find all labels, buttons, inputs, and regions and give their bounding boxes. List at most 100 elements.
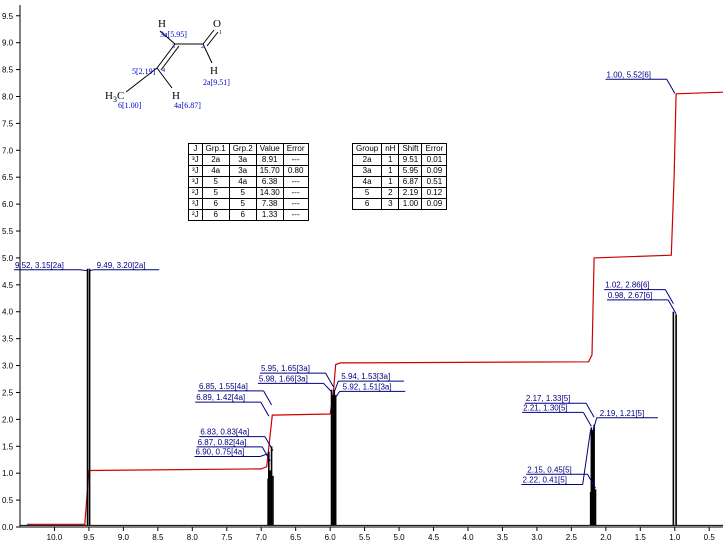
peak-label: 5.98, 1.66[3a] — [257, 374, 332, 393]
bond — [206, 31, 219, 47]
table-cell: --- — [282, 209, 309, 221]
y-tick-label: 6.0 — [2, 200, 14, 209]
peak-label: 5.95, 1.65[3a] — [259, 364, 335, 388]
table-cell: 6 — [201, 209, 230, 221]
peak-label: 2.17, 1.33[5] — [524, 394, 595, 418]
table-cell: ²J — [188, 187, 203, 199]
peak-label-text: 2.22, 0.41[5] — [522, 475, 566, 484]
x-tick-label: 7.0 — [256, 533, 268, 542]
y-tick-label: 0.0 — [2, 523, 14, 532]
molecule-structure: H O H H H3C 3a[5.95] 2a[9.51] 5[2.19] 4a… — [105, 18, 230, 110]
peak-label-text: 5.95, 1.65[3a] — [261, 364, 310, 373]
table-row: ³J 4a 3a 15.70 0.80 — [188, 165, 309, 177]
table-cell: 1 — [381, 154, 400, 166]
x-tick-label: 8.0 — [187, 533, 199, 542]
table-cell: ³J — [188, 165, 203, 177]
y-tick-label: 1.5 — [2, 442, 14, 451]
table-cell: 5 — [228, 198, 257, 210]
table-cell: 14.30 — [255, 187, 284, 199]
column-header: nH — [381, 143, 400, 155]
peak-label: 2.19, 1.21[5] — [592, 409, 658, 432]
column-header: Value — [255, 143, 284, 155]
peak-label-leader — [582, 412, 592, 427]
table-row: ²J 5 5 14.30 --- — [188, 187, 309, 199]
bond — [159, 30, 176, 45]
integral-curve — [26, 91, 724, 525]
peak-label-text: 1.00, 5.52[6] — [607, 70, 651, 79]
table-cell: 1 — [381, 176, 400, 188]
peak-label-leader — [592, 417, 598, 432]
peak-label-leader — [667, 299, 677, 315]
table-cell: 2a — [351, 154, 383, 166]
table-cell: 1.33 — [255, 209, 284, 221]
atom-o: O — [213, 18, 221, 30]
table-cell: 15.70 — [255, 165, 284, 177]
x-tick-label: 2.5 — [566, 533, 578, 542]
peak-label-leader — [585, 402, 595, 418]
peak-label-text: 9.49, 3.20[2a] — [97, 261, 146, 270]
peak-label-leader — [79, 269, 88, 272]
table-cell: 5 — [201, 187, 230, 199]
y-tick-label: 8.0 — [2, 92, 14, 101]
peak-label: 6.85, 1.55[4a] — [197, 382, 272, 406]
shift-label: 3a[5.95] — [160, 30, 187, 39]
peak-label-leader — [582, 429, 592, 485]
peak-label-text: 6.90, 0.75[4a] — [196, 448, 245, 457]
table-cell: 9.51 — [398, 154, 423, 166]
table-cell: 2 — [381, 187, 400, 199]
peak-label-leader — [89, 269, 94, 272]
table-cell: 3a — [228, 154, 257, 166]
y-tick-label: 5.0 — [2, 254, 14, 263]
axes: 10.0 9.5 9.0 8.5 8.0 7.5 7.0 6.5 6.0 5.5 5.0 4.5 4.0… — [2, 5, 723, 542]
shift-label: 4a[6.87] — [174, 101, 201, 110]
table-cell: 5 — [351, 187, 383, 199]
peak-label: 5.94, 1.53[3a] — [333, 372, 404, 392]
table-cell: 1.00 — [398, 198, 423, 210]
chemical-shift-table: Group nH Shift Error 2a 1 9.51 0.01 3a 1 5.95 0.09… — [351, 143, 448, 210]
table-row: 6 3 1.00 0.09 — [351, 198, 448, 210]
shift-label: 5[2.19] — [132, 67, 156, 76]
table-cell: ³J — [188, 198, 203, 210]
table-cell: 6 — [201, 198, 230, 210]
table-cell: 6.38 — [255, 176, 284, 188]
y-tick-label: 2.0 — [2, 415, 14, 424]
table-cell: ³J — [188, 154, 203, 166]
table-cell: 6 — [351, 198, 383, 210]
peak-label-text: 9.52, 3.15[2a] — [15, 261, 64, 270]
table-cell: 0.09 — [421, 165, 448, 177]
x-tick-label: 5.0 — [394, 533, 406, 542]
table-cell: 3a — [351, 165, 383, 177]
peak-label: 2.15, 0.45[5] — [526, 465, 596, 489]
atom-number: 1 — [219, 30, 222, 36]
atom-number: 4 — [162, 68, 165, 74]
table-cell: 2a — [201, 154, 230, 166]
table-cell: 5 — [201, 176, 230, 188]
x-tick-label: 3.0 — [531, 533, 543, 542]
atom-h: H — [158, 18, 166, 30]
table-cell: 2.19 — [398, 187, 423, 199]
peak-label-leader — [664, 289, 674, 304]
peak-label-text: 0.98, 2.67[6] — [608, 291, 652, 300]
table-cell: ³J — [188, 176, 203, 188]
peak-label-text: 6.85, 1.55[4a] — [199, 382, 248, 391]
x-tick-label: 2.0 — [600, 533, 612, 542]
peak-label-text: 2.21, 1.30[5] — [523, 403, 567, 412]
y-tick-label: 0.5 — [2, 496, 14, 505]
table-row: 4a 1 6.87 0.51 — [351, 176, 448, 188]
peak-label-leader — [263, 390, 272, 406]
table-cell: --- — [282, 198, 309, 210]
peak-label-text: 1.02, 2.86[6] — [605, 281, 649, 290]
bond — [156, 67, 173, 89]
table-cell: 8.91 — [255, 154, 284, 166]
peak-label: 6.90, 0.75[4a] — [194, 448, 269, 458]
table-cell: 0.51 — [421, 176, 448, 188]
table-cell: --- — [282, 187, 309, 199]
peak-label: 9.52, 3.15[2a] — [13, 261, 88, 272]
peak-label-leader — [260, 401, 270, 417]
x-tick-label: 3.5 — [497, 533, 509, 542]
peak-label-text: 6.87, 0.82[4a] — [198, 438, 247, 447]
bond — [202, 43, 213, 64]
table-cell: 3 — [381, 198, 400, 210]
peak-label-text: 5.98, 1.66[3a] — [259, 374, 308, 383]
